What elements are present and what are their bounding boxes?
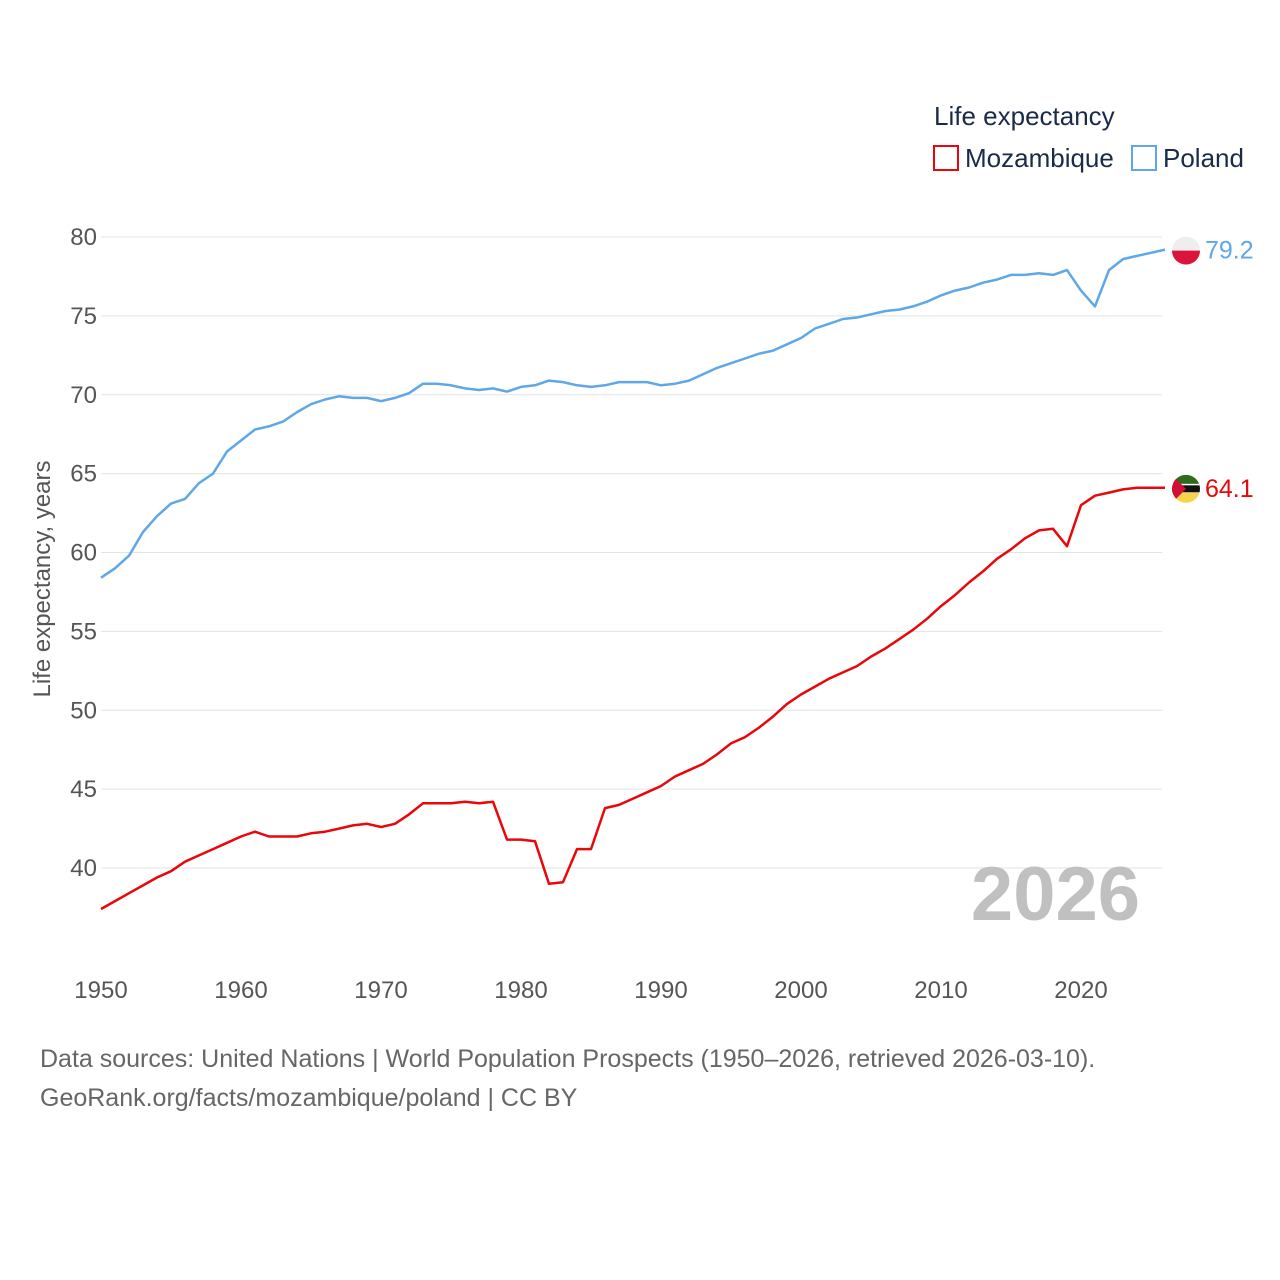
gridlines	[101, 236, 1162, 869]
y-axis-ticks: 40 45 50 55 60 65 70 75 80	[70, 224, 97, 882]
x-tick-label: 1960	[214, 977, 267, 1004]
x-tick-label: 1970	[354, 977, 407, 1004]
legend: Life expectancy Mozambique Poland	[933, 101, 1244, 173]
poland-flag-icon	[1172, 236, 1200, 265]
y-tick-label: 45	[70, 776, 97, 803]
x-tick-label: 2010	[914, 977, 967, 1004]
legend-title: Life expectancy	[934, 101, 1115, 131]
legend-label-poland[interactable]: Poland	[1163, 143, 1244, 173]
end-value-poland: 79.2	[1205, 237, 1254, 265]
x-tick-label: 2000	[774, 977, 827, 1004]
y-axis-title: Life expectancy, years	[29, 460, 56, 697]
legend-swatch-mozambique[interactable]	[933, 145, 959, 171]
x-tick-label: 1980	[494, 977, 547, 1004]
data-source-text: Data sources: United Nations | World Pop…	[40, 1045, 1096, 1073]
current-year-watermark: 2026	[971, 852, 1140, 937]
footer: Data sources: United Nations | World Pop…	[40, 1040, 1095, 1118]
series-line-mozambique[interactable]	[100, 486, 1165, 911]
y-tick-label: 50	[70, 697, 97, 724]
y-tick-label: 70	[70, 382, 97, 409]
y-tick-label: 65	[70, 461, 97, 488]
x-tick-label: 2020	[1054, 977, 1107, 1004]
series-line-poland[interactable]	[100, 248, 1166, 579]
y-tick-label: 80	[70, 224, 97, 251]
y-tick-label: 55	[70, 618, 97, 645]
x-tick-label: 1990	[634, 977, 687, 1004]
legend-swatch-poland[interactable]	[1131, 145, 1157, 171]
x-axis-ticks: 1950 1960 1970 1980 1990 2000 2010 2020	[74, 977, 1107, 1004]
y-tick-label: 75	[70, 303, 97, 330]
end-markers: 64.1 79.2	[1172, 236, 1254, 503]
x-tick-label: 1950	[74, 977, 127, 1004]
source-link[interactable]: GeoRank.org/facts/mozambique/poland | CC…	[40, 1084, 578, 1112]
legend-label-mozambique[interactable]: Mozambique	[965, 143, 1114, 173]
y-tick-label: 40	[70, 855, 97, 882]
life-expectancy-chart: 40 45 50 55 60 65 70 75 80 1950 1960 1970 1980 1990 2…	[29, 101, 1254, 1004]
series-lines	[100, 248, 1166, 911]
end-value-mozambique: 64.1	[1205, 475, 1254, 503]
y-tick-label: 60	[70, 540, 97, 567]
mozambique-flag-icon	[1172, 474, 1200, 503]
